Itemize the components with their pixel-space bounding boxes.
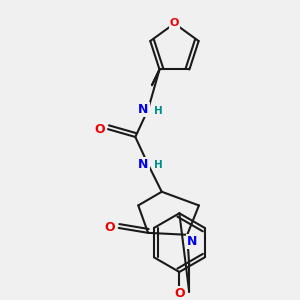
Text: O: O	[170, 19, 179, 28]
Text: O: O	[105, 221, 115, 235]
Text: O: O	[95, 123, 105, 136]
Text: N: N	[138, 103, 148, 116]
Text: H: H	[154, 160, 163, 170]
Text: H: H	[154, 106, 163, 116]
Text: O: O	[174, 287, 185, 300]
Text: N: N	[187, 235, 197, 248]
Text: N: N	[138, 158, 148, 171]
